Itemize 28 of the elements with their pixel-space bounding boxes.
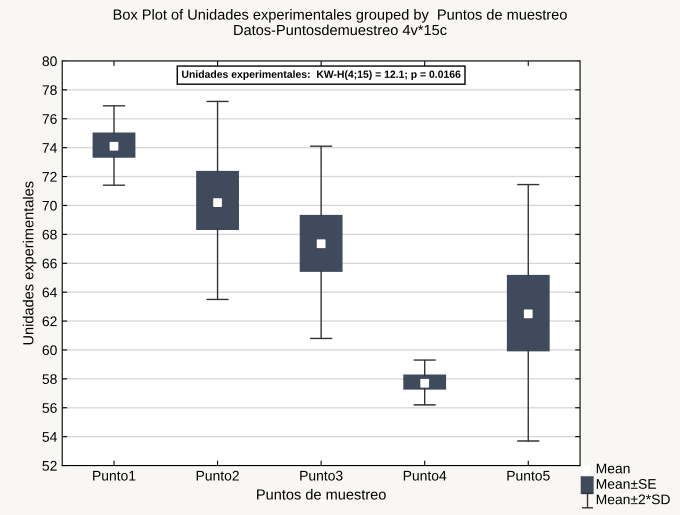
y-tick-label: 58	[42, 374, 57, 384]
y-tick-label: 76	[42, 114, 57, 124]
y-tick-label: 64	[42, 288, 57, 298]
y-axis-title: Unidades experimentales	[22, 182, 36, 344]
y-tick-label: 54	[42, 432, 57, 442]
y-tick-label: 72	[42, 172, 57, 182]
y-tick-label: 74	[42, 143, 57, 153]
y-tick-label: 56	[42, 403, 57, 413]
x-tick-label: Punto5	[507, 470, 550, 481]
x-tick-label: Punto1	[93, 470, 136, 481]
x-tick-label: Punto2	[196, 470, 239, 481]
text: Mean±SE	[596, 479, 656, 489]
y-tick-label: 60	[42, 345, 57, 356]
x-tick-label: Punto4	[404, 470, 446, 481]
chart-title: Box Plot of Unidades experimentales grouped by Puntos de muestreo	[114, 9, 567, 23]
annotation: Unidades experimentales: KW-H(4;15) = 12.1; p = 0.0166	[182, 70, 460, 80]
text: Mean	[596, 464, 630, 474]
chart-subtitle: Datos-Puntosdemuestreo 4v*15c	[234, 24, 447, 36]
y-tick-label: 62	[42, 316, 57, 326]
text: Mean±2*SD	[596, 494, 670, 504]
x-axis-title: Puntos de muestreo	[257, 488, 386, 500]
y-tick-label: 80	[42, 56, 57, 66]
y-tick-label: 70	[42, 200, 57, 211]
y-tick-label: 68	[42, 230, 57, 240]
x-tick-label: Punto3	[300, 470, 343, 481]
y-tick-label: 66	[42, 258, 57, 268]
y-tick-label: 52	[42, 460, 57, 471]
y-tick-label: 78	[42, 85, 57, 96]
